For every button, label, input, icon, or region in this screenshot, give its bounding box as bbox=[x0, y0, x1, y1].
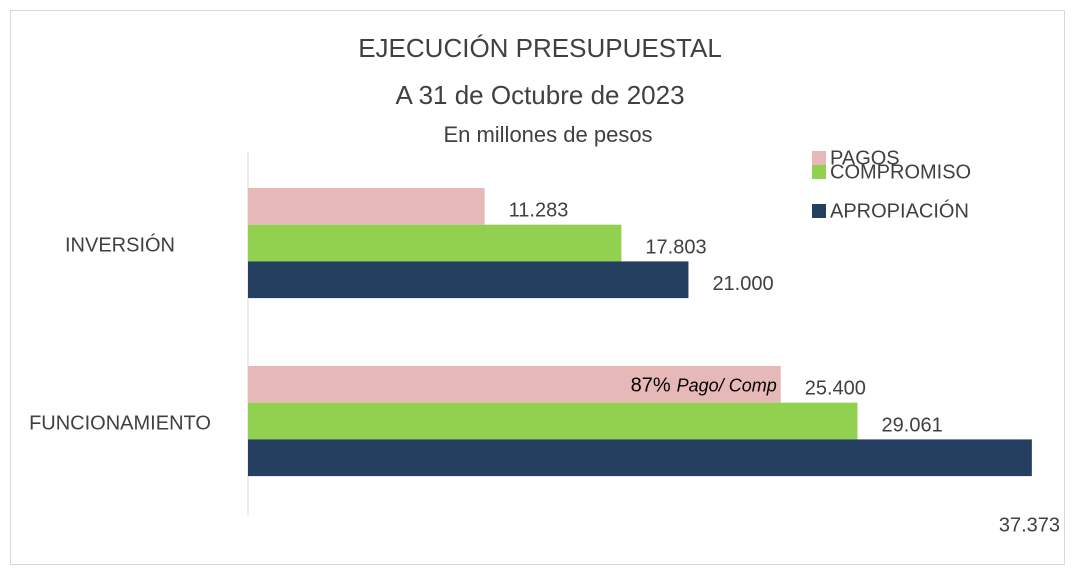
data-label: 25.400 bbox=[805, 378, 866, 400]
annotation-text: Pago/ Comp bbox=[677, 375, 777, 395]
chart-title: EJECUCIÓN PRESUPUESTAL bbox=[358, 33, 722, 63]
data-label: 11.283 bbox=[509, 200, 569, 222]
legend-label: COMPROMISO bbox=[830, 161, 971, 183]
bar bbox=[248, 224, 622, 262]
legend-swatch bbox=[812, 165, 826, 179]
chart-subtitle: En millones de pesos bbox=[443, 122, 652, 147]
annotation-value: 87% bbox=[631, 375, 671, 397]
chart-title: A 31 de Octubre de 2023 bbox=[395, 80, 684, 110]
bar bbox=[248, 402, 858, 440]
bar bbox=[248, 366, 781, 403]
bar bbox=[248, 261, 689, 299]
data-label: 37.373 bbox=[999, 514, 1060, 536]
y-tick-label: FUNCIONAMIENTO bbox=[29, 412, 211, 434]
bar bbox=[248, 188, 485, 225]
legend-label: PAGOS bbox=[830, 147, 900, 169]
data-label: 29.061 bbox=[882, 414, 943, 436]
data-label: 17.803 bbox=[645, 236, 706, 258]
legend-swatch bbox=[812, 204, 826, 218]
data-label: 21.000 bbox=[712, 273, 773, 295]
bar bbox=[248, 439, 1032, 477]
legend-label: APROPIACIÓN bbox=[830, 199, 969, 222]
legend-swatch bbox=[812, 151, 826, 165]
annotation: 87% Pago/ Comp bbox=[631, 375, 777, 397]
y-tick-label: INVERSIÓN bbox=[65, 233, 175, 256]
